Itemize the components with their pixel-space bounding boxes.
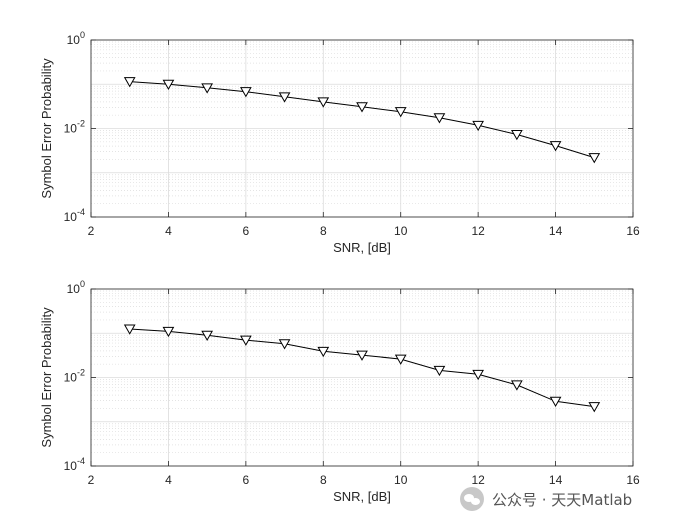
- x-tick-label: 14: [549, 473, 563, 487]
- x-axis-label: SNR, [dB]: [333, 240, 391, 255]
- x-tick-label: 16: [626, 473, 640, 487]
- data-point-marker: [123, 77, 136, 88]
- data-point-marker: [510, 380, 523, 391]
- data-point-marker: [472, 369, 485, 381]
- data-point-marker: [433, 365, 446, 377]
- x-tick-label: 10: [394, 473, 408, 487]
- chart-panel-2: 2 4 6 8 10 12 14 16 10-4 10-2 100 SNR, [dB] Symbol E…: [39, 279, 640, 504]
- x-tick-label: 14: [549, 224, 563, 238]
- y-axis-label: Symbol Error Probability: [39, 307, 54, 448]
- data-point-marker: [123, 324, 136, 335]
- data-point-marker: [394, 107, 407, 118]
- x-tick-label: 4: [165, 473, 172, 487]
- x-tick-label: 6: [243, 224, 250, 238]
- data-point-marker: [278, 339, 291, 350]
- chart-panel-1: 2 4 6 8 10 12 14 16 10-4 10-2 100 SNR, [dB] Symbol E…: [39, 30, 640, 255]
- x-tick-label: 2: [88, 473, 95, 487]
- data-point-marker: [162, 326, 175, 338]
- data-point-marker: [239, 335, 252, 346]
- data-point-marker: [588, 153, 601, 164]
- data-point-marker: [201, 330, 214, 342]
- y-tick-label: 10-2: [64, 368, 85, 385]
- y-tick-label: 100: [67, 279, 85, 296]
- data-point-marker: [549, 141, 562, 152]
- wechat-icon: [460, 487, 484, 511]
- data-point-marker: [317, 346, 330, 358]
- data-point-marker: [239, 87, 252, 98]
- watermark: 公众号 · 天天Matlab: [460, 485, 690, 513]
- data-point-marker: [317, 97, 330, 108]
- data-point-marker: [433, 113, 446, 124]
- data-point-marker: [278, 92, 291, 103]
- data-point-marker: [510, 130, 523, 141]
- y-tick-label: 10-4: [64, 456, 85, 473]
- x-tick-label: 16: [626, 224, 640, 238]
- watermark-text: 公众号 · 天天Matlab: [492, 490, 633, 509]
- data-point-marker: [394, 354, 407, 365]
- data-point-marker: [356, 350, 368, 361]
- data-point-marker: [549, 396, 562, 408]
- x-tick-label: 12: [471, 473, 485, 487]
- x-tick-label: 10: [394, 224, 408, 238]
- x-tick-label: 8: [320, 224, 327, 238]
- y-tick-label: 10-4: [64, 207, 85, 224]
- x-tick-label: 8: [320, 473, 327, 487]
- y-tick-label: 100: [67, 30, 85, 47]
- x-tick-label: 2: [88, 224, 95, 238]
- data-point-marker: [472, 120, 485, 132]
- x-tick-label: 4: [165, 224, 172, 238]
- data-point-marker: [201, 83, 214, 94]
- x-tick-label: 6: [243, 473, 250, 487]
- data-point-marker: [588, 402, 601, 413]
- x-tick-label: 12: [471, 224, 485, 238]
- data-point-marker: [162, 79, 175, 91]
- data-point-marker: [356, 102, 368, 113]
- y-axis-label: Symbol Error Probability: [39, 58, 54, 199]
- x-axis-label: SNR, [dB]: [333, 489, 391, 504]
- y-tick-label: 10-2: [64, 119, 85, 136]
